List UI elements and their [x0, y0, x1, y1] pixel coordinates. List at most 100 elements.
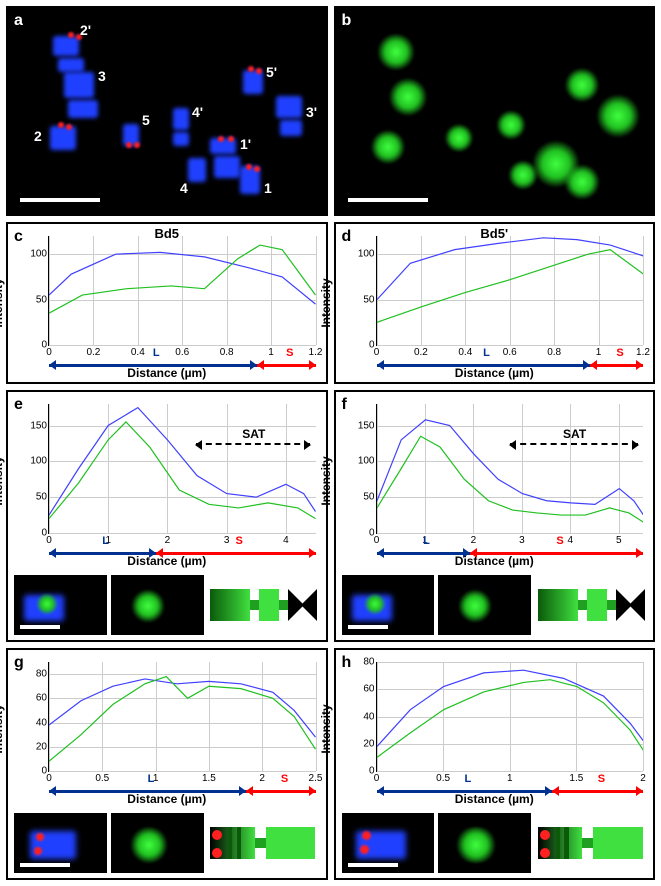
x-tick: 0.8 — [547, 345, 561, 358]
y-tick: 80 — [36, 669, 49, 680]
ideogram-f — [535, 575, 647, 635]
chromosome — [53, 36, 79, 56]
panel-letter-e: e — [14, 396, 23, 414]
panel-letter-b: b — [342, 12, 352, 30]
thumb-row-g — [8, 808, 326, 878]
arm-label-S: S — [616, 347, 623, 359]
arm-label-S: S — [556, 535, 563, 547]
green-signal — [596, 94, 640, 138]
x-tick: 1 — [268, 345, 274, 358]
y-axis-label: Intensity — [0, 456, 5, 505]
thumb-row-f — [336, 570, 654, 640]
x-tick: 0.8 — [220, 345, 234, 358]
x-tick: 0.2 — [414, 345, 428, 358]
x-tick: 0 — [374, 533, 380, 546]
y-tick: 50 — [363, 294, 376, 305]
x-tick: 0.5 — [436, 771, 450, 784]
y-axis-label: Intensity — [0, 278, 5, 327]
signal-dot — [254, 166, 260, 172]
signal-dot — [126, 142, 132, 148]
panel-letter-a: a — [14, 12, 23, 30]
x-tick: 1 — [596, 345, 602, 358]
sat-label: SAT — [563, 427, 586, 441]
y-tick: 50 — [36, 294, 49, 305]
ideogram-g — [208, 813, 320, 873]
ideogram-e — [208, 575, 320, 635]
thumb-row-h — [336, 808, 654, 878]
chrom-label: 5 — [142, 112, 150, 128]
signal-dot — [58, 122, 64, 128]
x-tick: 0.2 — [86, 345, 100, 358]
signal-dot — [256, 68, 262, 74]
green-signal — [376, 34, 416, 70]
green-signal — [388, 78, 428, 116]
thumb-row-e — [8, 570, 326, 640]
arm-label-S: S — [236, 535, 243, 547]
chrom-label: 1' — [240, 136, 251, 152]
thumb-green — [111, 575, 204, 635]
x-tick: 4 — [283, 533, 289, 546]
signal-dot — [248, 66, 254, 72]
x-tick: 0 — [46, 771, 52, 784]
sat-label: SAT — [242, 427, 265, 441]
panel-f: f 050100150012345LSSATIntensityDistance … — [334, 390, 656, 642]
x-axis-label: Distance (µm) — [455, 366, 534, 380]
x-tick: 0.4 — [131, 345, 145, 358]
x-tick: 2 — [165, 533, 171, 546]
x-tick: 1 — [507, 771, 513, 784]
chrom-label: 1 — [264, 180, 272, 196]
x-tick: 3 — [519, 533, 525, 546]
x-axis-label: Distance (µm) — [455, 792, 534, 806]
y-tick: 150 — [30, 420, 49, 431]
panel-letter-f: f — [342, 396, 347, 414]
green-signal — [444, 124, 474, 152]
scalebar — [348, 198, 428, 202]
panel-g: g 02040608000.511.522.5LSIntensityDistan… — [6, 648, 328, 880]
panel-a: a 2' 3 2 5 4' 5' 3 — [6, 6, 328, 216]
arm-label-L: L — [483, 347, 490, 359]
y-tick: 150 — [358, 420, 377, 431]
x-tick: 1.5 — [569, 771, 583, 784]
chrom-label: 4' — [192, 104, 203, 120]
thumb-green — [438, 575, 531, 635]
x-axis-label: Distance (µm) — [127, 366, 206, 380]
thumb-dapi — [342, 575, 435, 635]
x-tick: 0 — [46, 533, 52, 546]
chrom-label: 3 — [98, 68, 106, 84]
x-axis-label: Distance (µm) — [127, 554, 206, 568]
thumb-dapi — [14, 575, 107, 635]
ideogram-h — [535, 813, 647, 873]
chromosome — [276, 96, 302, 118]
chromosome — [214, 156, 240, 178]
x-tick: 0 — [46, 345, 52, 358]
signal-dot — [134, 142, 140, 148]
panel-letter-g: g — [14, 654, 24, 672]
y-tick: 100 — [30, 249, 49, 260]
panel-d: d 05010000.20.40.60.811.2LSBd5'Intensity… — [334, 222, 656, 384]
y-tick: 20 — [363, 738, 376, 749]
arm-label-L: L — [464, 773, 471, 785]
x-tick: 2 — [640, 771, 646, 784]
y-tick: 40 — [363, 711, 376, 722]
chromosome — [68, 100, 98, 118]
arm-label-L: L — [148, 773, 155, 785]
x-tick: 1.2 — [309, 345, 323, 358]
x-tick: 2 — [471, 533, 477, 546]
thumb-dapi — [342, 813, 435, 873]
chrom-label: 2' — [80, 22, 91, 38]
chart-title: Bd5' — [480, 226, 508, 241]
y-tick: 20 — [36, 741, 49, 752]
chromosome — [173, 108, 189, 130]
panel-e: e 05010015001234LSSATIntensityDistance (… — [6, 390, 328, 642]
x-tick: 0 — [374, 345, 380, 358]
x-tick: 4 — [568, 533, 574, 546]
chrom-label: 2 — [34, 128, 42, 144]
panel-letter-c: c — [14, 228, 23, 246]
arm-label-S: S — [598, 773, 605, 785]
y-tick: 100 — [358, 456, 377, 467]
x-tick: 1.5 — [202, 771, 216, 784]
green-signal — [370, 130, 406, 164]
arm-label-L: L — [102, 535, 109, 547]
signal-dot — [218, 136, 224, 142]
x-tick: 5 — [616, 533, 622, 546]
